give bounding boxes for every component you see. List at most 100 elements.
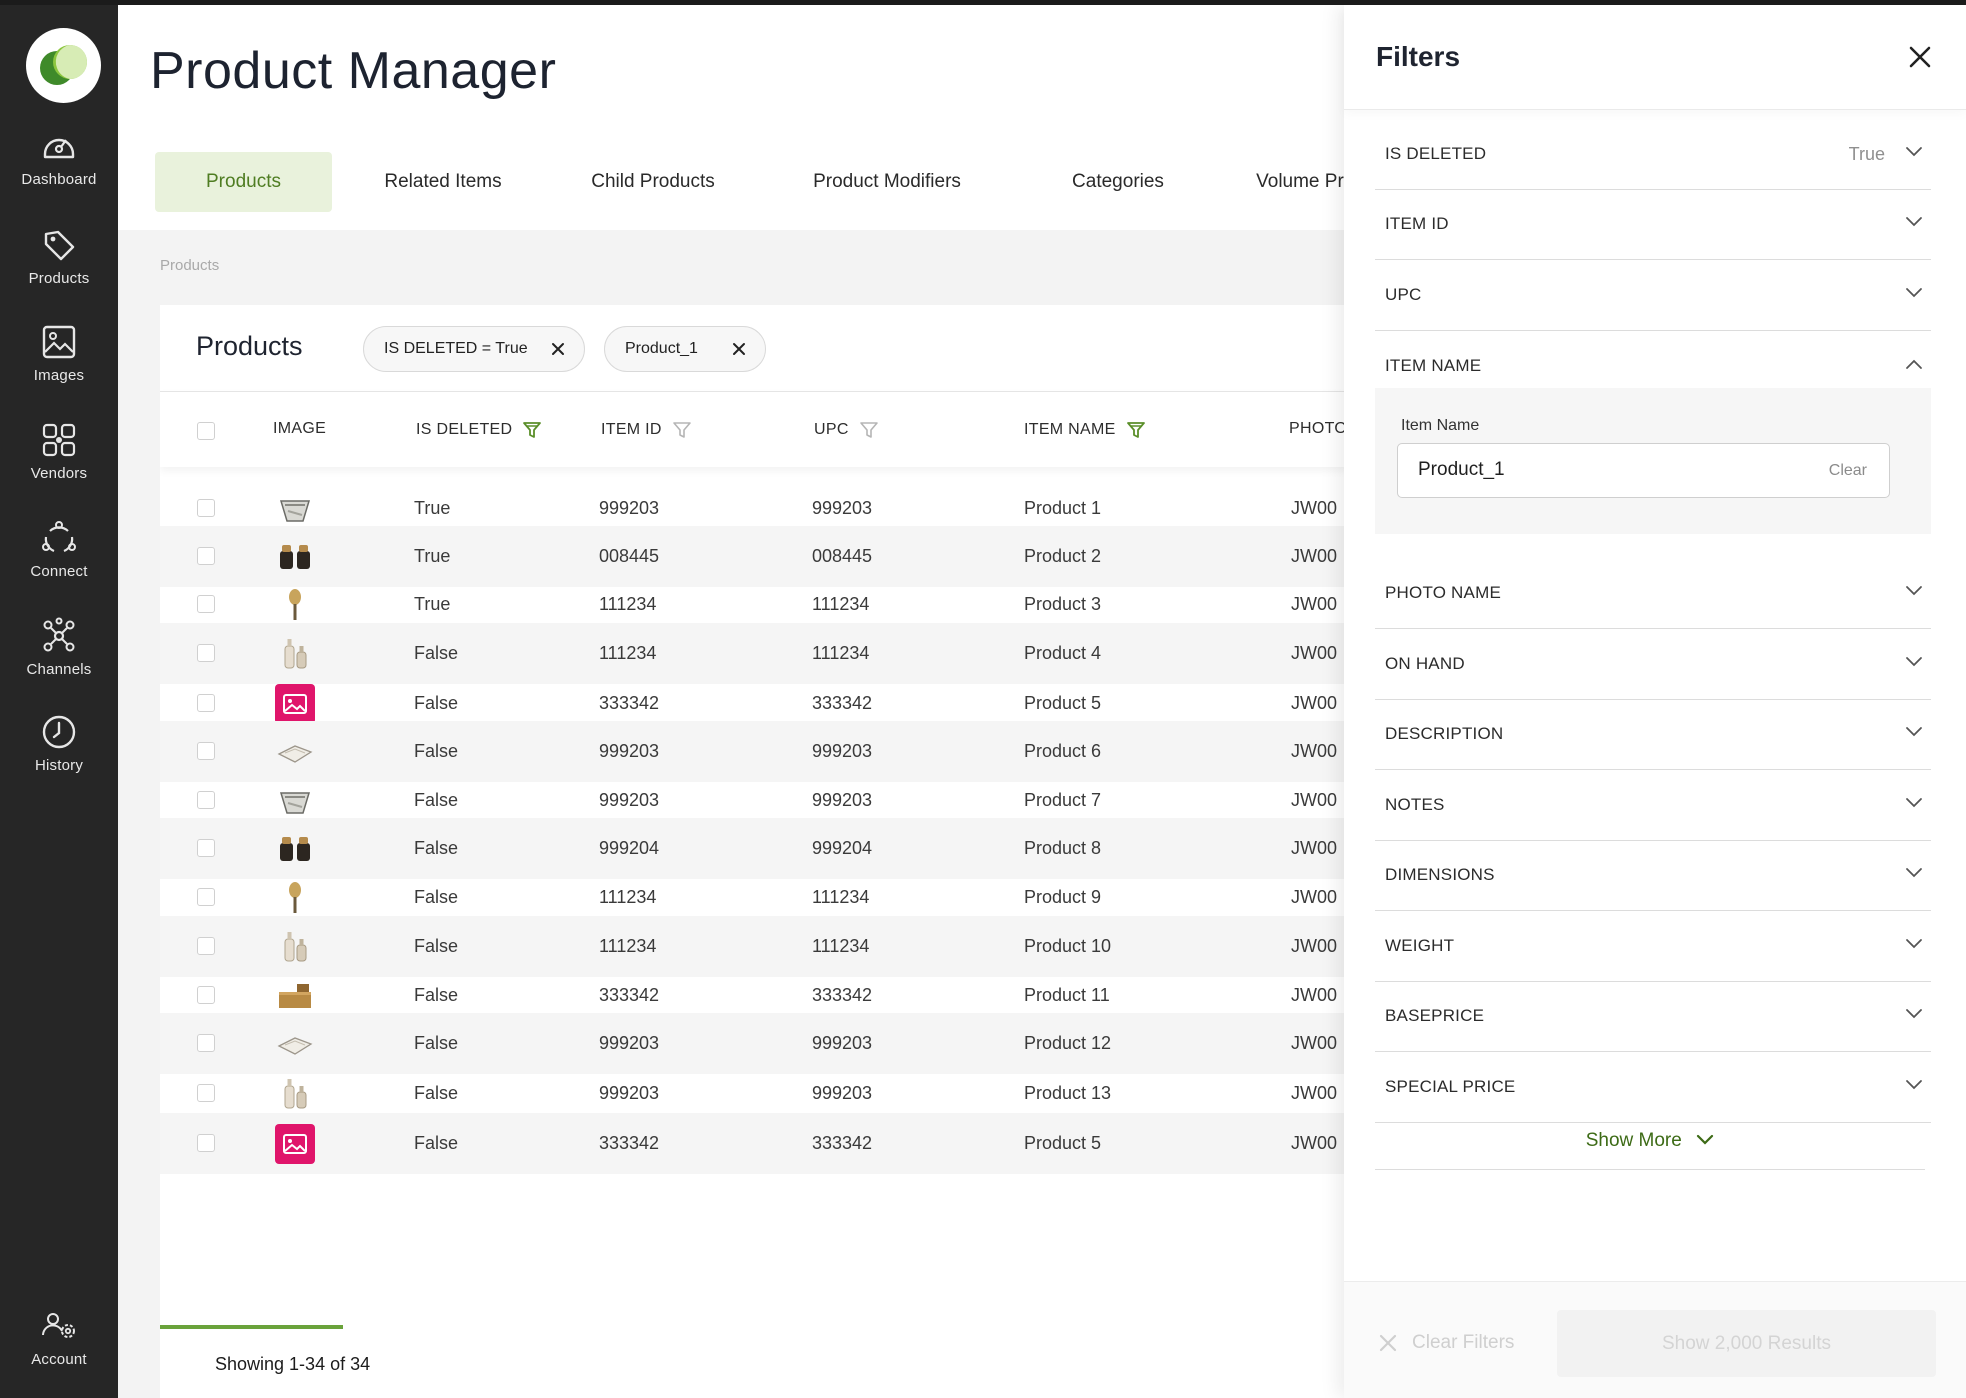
chevron-down-icon[interactable] <box>1905 216 1923 228</box>
filter-row-on-hand[interactable]: ON HAND <box>1375 630 1931 700</box>
filter-icon[interactable] <box>859 420 879 440</box>
show-results-button[interactable]: Show 2,000 Results <box>1557 1310 1936 1377</box>
product-thumbnail[interactable] <box>275 927 315 967</box>
filter-row-upc[interactable]: UPC <box>1375 261 1931 331</box>
row-checkbox[interactable] <box>197 888 215 906</box>
chevron-down-icon[interactable] <box>1905 938 1923 950</box>
filter-chip-is-deleted[interactable]: IS DELETED = True <box>363 326 585 372</box>
chevron-down-icon[interactable] <box>1905 146 1923 158</box>
filter-row-dimensions[interactable]: DIMENSIONS <box>1375 841 1931 911</box>
sidebar-item-vendors[interactable]: Vendors <box>0 421 118 483</box>
clear-input-button[interactable]: Clear <box>1828 462 1867 479</box>
product-thumbnail[interactable] <box>275 634 315 674</box>
chevron-down-icon[interactable] <box>1905 656 1923 668</box>
row-checkbox[interactable] <box>197 839 215 857</box>
product-thumbnail[interactable] <box>275 829 315 869</box>
item-name-input[interactable]: Product_1 Clear <box>1397 443 1890 498</box>
filter-active-icon[interactable] <box>1126 420 1146 440</box>
table-row[interactable]: False 111234 111234 Product 4 JW00 <box>160 623 1350 684</box>
filter-row-is-deleted[interactable]: IS DELETED True <box>1375 120 1931 190</box>
product-thumbnail[interactable] <box>275 732 315 772</box>
product-thumbnail[interactable] <box>275 781 315 821</box>
product-thumbnail[interactable] <box>275 1024 315 1064</box>
row-checkbox[interactable] <box>197 791 215 809</box>
image-placeholder-icon[interactable] <box>275 1124 315 1164</box>
table-row[interactable]: False 999203 999203 Product 13 JW00 <box>160 1063 1350 1124</box>
close-icon[interactable] <box>548 339 568 359</box>
filter-row-notes[interactable]: NOTES <box>1375 771 1931 841</box>
tab-product-modifiers[interactable]: Product Modifiers <box>813 171 961 192</box>
row-checkbox[interactable] <box>197 644 215 662</box>
row-checkbox[interactable] <box>197 742 215 760</box>
clear-filters-button[interactable]: Clear Filters <box>1378 1332 1514 1354</box>
sidebar-item-products[interactable]: Products <box>0 226 118 288</box>
chevron-down-icon[interactable] <box>1905 867 1923 879</box>
sidebar-item-connect[interactable]: Connect <box>0 519 118 581</box>
select-all-checkbox[interactable] <box>197 422 215 440</box>
filter-row-weight[interactable]: WEIGHT <box>1375 912 1931 982</box>
breadcrumb[interactable]: Products <box>160 257 220 274</box>
chevron-up-icon[interactable] <box>1905 358 1923 370</box>
chevron-down-icon[interactable] <box>1905 797 1923 809</box>
filter-row-item-id[interactable]: ITEM ID <box>1375 190 1931 260</box>
table-row[interactable]: False 111234 111234 Product 10 JW00 <box>160 916 1350 977</box>
tab-related-items[interactable]: Related Items <box>384 171 502 192</box>
sidebar-item-account[interactable]: Account <box>0 1307 118 1369</box>
tab-products[interactable]: Products <box>155 152 332 212</box>
table-row[interactable]: False 111234 111234 Product 9 JW00 <box>160 867 1350 928</box>
tab-categories[interactable]: Categories <box>1072 171 1164 192</box>
sidebar-item-images[interactable]: Images <box>0 323 118 385</box>
table-row[interactable]: True 008445 008445 Product 2 JW00 <box>160 526 1350 587</box>
tab-volume-pricing[interactable]: Volume Pri <box>1256 171 1348 192</box>
row-checkbox[interactable] <box>197 547 215 565</box>
row-checkbox[interactable] <box>197 986 215 1004</box>
table-row[interactable]: False 999203 999203 Product 12 JW00 <box>160 1013 1350 1074</box>
column-header-image[interactable]: IMAGE <box>273 420 326 438</box>
product-thumbnail[interactable] <box>275 489 315 529</box>
filter-row-description[interactable]: DESCRIPTION <box>1375 700 1931 770</box>
sidebar-item-dashboard[interactable]: Dashboard <box>0 127 118 189</box>
filter-row-baseprice[interactable]: BASEPRICE <box>1375 982 1931 1052</box>
filter-row-photo-name[interactable]: PHOTO NAME <box>1375 559 1931 629</box>
sidebar-item-channels[interactable]: Channels <box>0 617 118 679</box>
row-checkbox[interactable] <box>197 1034 215 1052</box>
close-icon[interactable] <box>1906 43 1934 71</box>
product-thumbnail[interactable] <box>275 537 315 577</box>
product-thumbnail[interactable] <box>275 976 315 1016</box>
tab-child-products[interactable]: Child Products <box>591 171 715 192</box>
table-row[interactable]: False 333342 333342 Product 5 JW00 <box>160 673 1350 734</box>
filter-row-special-price[interactable]: SPECIAL PRICE <box>1375 1053 1931 1123</box>
row-checkbox[interactable] <box>197 595 215 613</box>
filter-chip-item-name[interactable]: Product_1 <box>604 326 766 372</box>
chevron-down-icon[interactable] <box>1905 1008 1923 1020</box>
column-header-item-id[interactable]: ITEM ID <box>601 420 692 440</box>
row-checkbox[interactable] <box>197 1084 215 1102</box>
column-header-item-name[interactable]: ITEM NAME <box>1024 420 1146 440</box>
show-more-button[interactable]: Show More <box>1375 1113 1925 1170</box>
app-logo[interactable] <box>26 28 101 103</box>
column-header-upc[interactable]: UPC <box>814 420 879 440</box>
filter-icon[interactable] <box>672 420 692 440</box>
row-checkbox[interactable] <box>197 937 215 955</box>
filter-row-item-name[interactable]: ITEM NAME <box>1375 332 1931 402</box>
column-header-photo[interactable]: PHOTO <box>1289 420 1347 438</box>
product-thumbnail[interactable] <box>275 585 315 625</box>
filter-active-icon[interactable] <box>522 420 542 440</box>
product-thumbnail[interactable] <box>275 1074 315 1114</box>
table-row[interactable]: False 333342 333342 Product 5 JW00 <box>160 1113 1350 1174</box>
chevron-down-icon[interactable] <box>1905 1079 1923 1091</box>
row-checkbox[interactable] <box>197 1134 215 1152</box>
chevron-down-icon[interactable] <box>1905 585 1923 597</box>
table-row[interactable]: True 999203 999203 Product 1 JW00 <box>160 478 1350 539</box>
table-row[interactable]: False 999203 999203 Product 7 JW00 <box>160 770 1350 831</box>
close-icon[interactable] <box>729 339 749 359</box>
row-checkbox[interactable] <box>197 499 215 517</box>
sidebar-item-history[interactable]: History <box>0 713 118 775</box>
chevron-down-icon[interactable] <box>1905 726 1923 738</box>
table-row[interactable]: False 333342 333342 Product 11 JW00 <box>160 965 1350 1026</box>
column-header-is-deleted[interactable]: IS DELETED <box>416 420 542 440</box>
image-placeholder-icon[interactable] <box>275 684 315 724</box>
table-row[interactable]: False 999204 999204 Product 8 JW00 <box>160 818 1350 879</box>
table-row[interactable]: False 999203 999203 Product 6 JW00 <box>160 721 1350 782</box>
chevron-down-icon[interactable] <box>1905 287 1923 299</box>
